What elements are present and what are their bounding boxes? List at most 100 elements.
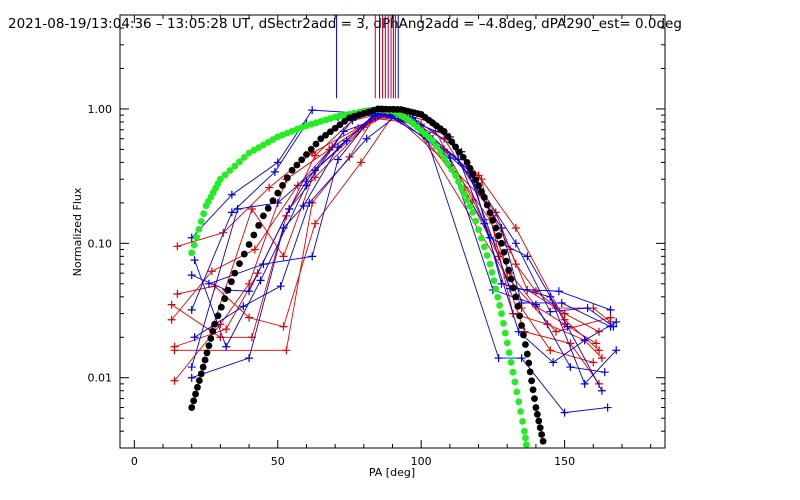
red-data-point (566, 339, 575, 348)
green-curve-dot (444, 160, 452, 168)
blue-data-point (239, 302, 248, 311)
black-curve-dot (255, 222, 263, 229)
green-curve-dot (522, 434, 529, 442)
black-curve-dot (486, 209, 494, 217)
black-curve-dot (260, 212, 267, 220)
green-curve-dot (519, 417, 526, 425)
blue-data-point (270, 167, 279, 176)
blue-data-point (227, 190, 236, 199)
black-curve-dot (207, 335, 215, 342)
red-data-point (595, 379, 604, 388)
red-data-point (595, 346, 604, 355)
black-curve-dot (523, 350, 531, 358)
blue-data-point (187, 363, 196, 372)
blue-data-point (597, 386, 606, 395)
green-curve-dot (511, 378, 519, 386)
black-curve-dot (322, 131, 329, 139)
blue-data-point (583, 304, 592, 313)
green-curve-dot (488, 268, 496, 276)
black-curve-dot (231, 269, 239, 277)
black-curve-dot (505, 266, 513, 274)
blue-data-point (285, 205, 294, 214)
black-curve-dot (459, 153, 467, 161)
blue-data-point (245, 354, 254, 363)
blue-data-point (308, 106, 317, 115)
green-curve-dot (524, 448, 531, 455)
green-curve-dot (193, 233, 200, 241)
blue-data-point (342, 136, 351, 145)
blue-data-point (560, 408, 569, 417)
blue-data-point (609, 322, 618, 331)
black-curve-dot (514, 302, 522, 310)
black-curve-dot (326, 128, 334, 136)
black-curve-dot (495, 232, 503, 240)
red-data-point (589, 358, 598, 367)
black-curve-dot (293, 161, 301, 169)
black-curve-dot (535, 417, 543, 425)
blue-series-line (191, 110, 608, 414)
green-curve-dot (216, 175, 224, 183)
black-curve-dot (209, 327, 217, 335)
green-curve-dot (440, 154, 448, 162)
black-curve-dot (483, 201, 491, 209)
red-data-point (265, 183, 274, 192)
green-curve-dot (236, 158, 243, 166)
red-data-point (173, 242, 182, 251)
blue-data-point (606, 305, 615, 314)
blue-data-point (566, 363, 575, 372)
red-data-point (216, 333, 225, 342)
red-data-point (592, 339, 601, 348)
green-curve-dot (221, 171, 229, 179)
blue-data-point (273, 158, 282, 167)
black-curve-dot (211, 320, 219, 328)
green-curve-dot (515, 398, 523, 406)
black-curve-dot (463, 159, 471, 166)
black-curve-dot (469, 170, 477, 178)
red-data-point (511, 224, 520, 233)
vertical-markers (336, 15, 399, 99)
black-curve-dot (440, 128, 448, 135)
green-curve-dot (513, 388, 521, 396)
y-tick-label: 1.00 (88, 103, 113, 116)
red-data-point (170, 346, 179, 355)
blue-data-point (276, 282, 285, 291)
black-curve-dot (525, 359, 533, 367)
green-curve-dot (436, 148, 444, 156)
axes: 0 50 100 150 0.01 0.10 1.00 (88, 14, 665, 468)
black-curve-dot (466, 164, 474, 172)
black-curve-dot (500, 248, 508, 256)
blue-data-point (259, 260, 268, 269)
red-data-point (222, 325, 231, 334)
black-curve-dot (510, 284, 517, 292)
green-curve-dot (197, 218, 205, 225)
black-curve-dot (195, 377, 203, 384)
green-curve-dot (466, 202, 474, 210)
red-data-point (250, 245, 259, 254)
green-curve-dot (517, 408, 525, 415)
blue-data-point (190, 333, 199, 342)
black-curve-dot (533, 410, 541, 418)
green-curve-dot (433, 143, 440, 150)
black-curve-dot (331, 124, 339, 132)
blue-data-point (305, 198, 314, 207)
black-curve-dot (456, 148, 463, 156)
black-curve-dot (245, 241, 253, 248)
blue-data-point (612, 346, 621, 355)
blue-data-point (222, 342, 231, 351)
red-data-point (552, 327, 560, 336)
black-curve-dot (452, 143, 460, 151)
blue-data-point (600, 368, 609, 377)
black-curve-dot (522, 341, 529, 348)
blue-series-line (208, 108, 603, 391)
blue-data-point (612, 317, 621, 326)
black-curve-dot (188, 404, 196, 411)
x-tick-label: 150 (554, 455, 575, 468)
red-data-point (207, 267, 216, 276)
black-curve-dot (444, 133, 452, 141)
blue-data-point (187, 373, 196, 382)
blue-data-point (511, 239, 520, 248)
blue-data-point (233, 205, 242, 214)
green-curve-dot (472, 217, 480, 225)
green-curve-dot (226, 167, 234, 174)
red-data-point (546, 346, 555, 355)
